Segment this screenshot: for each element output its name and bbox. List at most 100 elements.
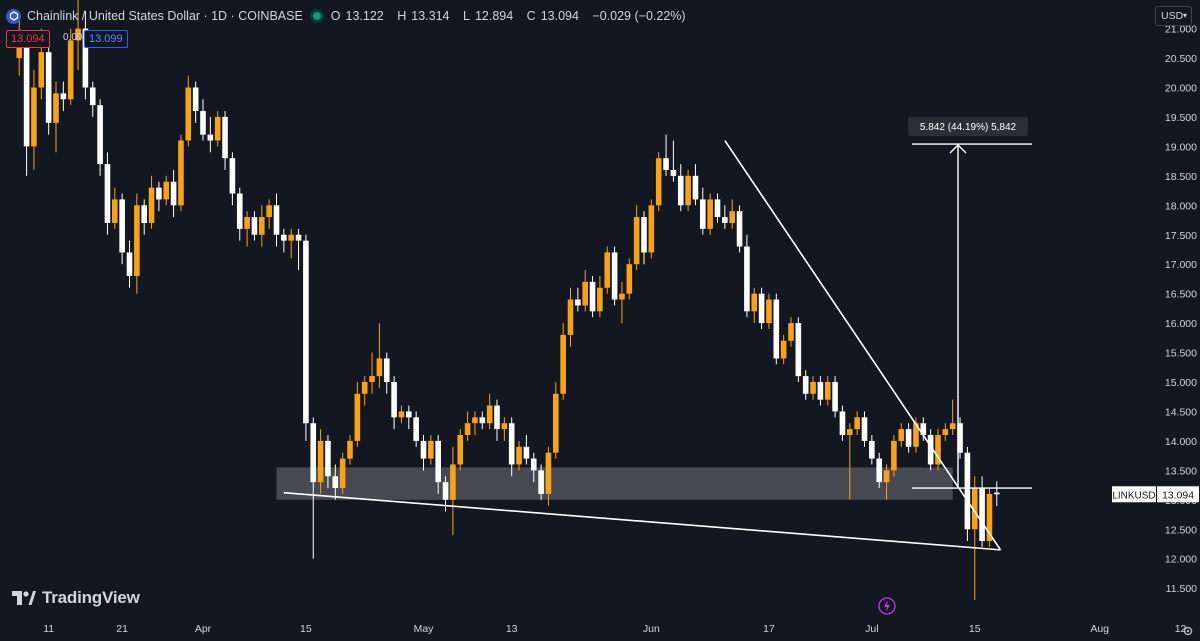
candle-body[interactable]	[464, 423, 471, 436]
candle-body[interactable]	[89, 87, 96, 106]
buy-price-button[interactable]: 13.099	[84, 30, 128, 48]
candle-body[interactable]	[530, 458, 537, 471]
candle-body[interactable]	[295, 234, 302, 241]
candle-body[interactable]	[700, 199, 706, 229]
candle-body[interactable]	[795, 323, 802, 377]
candle-body[interactable]	[494, 405, 500, 430]
candle-body[interactable]	[883, 470, 890, 483]
candle-body[interactable]	[53, 93, 59, 123]
candle-body[interactable]	[641, 217, 647, 253]
candle-body[interactable]	[67, 40, 74, 100]
candle-body[interactable]	[788, 323, 794, 341]
candle-body[interactable]	[369, 376, 375, 382]
candle-body[interactable]	[428, 440, 434, 459]
candle-body[interactable]	[156, 187, 162, 200]
candle-body[interactable]	[450, 464, 456, 500]
candle-body[interactable]	[619, 293, 625, 300]
candle-body[interactable]	[244, 217, 250, 229]
candle-body[interactable]	[575, 299, 581, 306]
candle-body[interactable]	[523, 446, 530, 459]
candle-body[interactable]	[633, 217, 640, 265]
candle-body[interactable]	[376, 358, 383, 377]
candle-body[interactable]	[810, 382, 816, 394]
symbol-title[interactable]: Chainlink / United States Dollar · 1D · …	[27, 9, 303, 23]
candle-body[interactable]	[38, 52, 45, 88]
candle-body[interactable]	[23, 40, 30, 147]
candle-body[interactable]	[979, 488, 985, 542]
candle-body[interactable]	[670, 169, 677, 176]
candle-body[interactable]	[773, 299, 780, 359]
candle-body[interactable]	[45, 52, 52, 123]
candle-body[interactable]	[722, 217, 728, 223]
candle-body[interactable]	[949, 423, 956, 430]
candle-body[interactable]	[141, 205, 147, 223]
tradingview-logo[interactable]: TradingView	[12, 588, 140, 608]
candle-body[interactable]	[104, 164, 111, 223]
candle-body[interactable]	[236, 193, 243, 229]
upper-trendline[interactable]	[724, 140, 1002, 551]
candle-body[interactable]	[75, 28, 81, 41]
candle-body[interactable]	[420, 440, 427, 459]
candle-body[interactable]	[935, 435, 941, 465]
candle-body[interactable]	[905, 429, 912, 447]
candle-body[interactable]	[957, 423, 963, 453]
candle-body[interactable]	[582, 281, 588, 306]
candle-body[interactable]	[817, 382, 824, 400]
candle-body[interactable]	[780, 340, 787, 359]
candle-body[interactable]	[112, 199, 118, 223]
candle-body[interactable]	[383, 358, 390, 382]
candle-body[interactable]	[192, 87, 199, 112]
candle-body[interactable]	[479, 417, 486, 424]
candle-body[interactable]	[553, 393, 559, 453]
candle-body[interactable]	[920, 423, 927, 436]
candle-body[interactable]	[486, 405, 493, 424]
candle-body[interactable]	[303, 240, 309, 424]
candle-body[interactable]	[942, 429, 949, 436]
candle-body[interactable]	[259, 217, 265, 235]
candle-body[interactable]	[766, 299, 772, 324]
candle-body[interactable]	[876, 458, 882, 483]
candle-body[interactable]	[913, 423, 919, 447]
candle-body[interactable]	[442, 482, 449, 500]
candle-body[interactable]	[847, 429, 853, 436]
candle-body[interactable]	[898, 429, 905, 441]
candle-body[interactable]	[964, 452, 971, 530]
candle-body[interactable]	[994, 492, 1000, 495]
candle-body[interactable]	[310, 423, 317, 483]
candle-body[interactable]	[736, 211, 743, 247]
candle-body[interactable]	[597, 287, 603, 312]
candle-body[interactable]	[729, 211, 735, 223]
candle-body[interactable]	[126, 252, 133, 276]
candle-body[interactable]	[707, 199, 713, 229]
candle-body[interactable]	[406, 411, 412, 418]
candle-body[interactable]	[163, 181, 170, 200]
candle-body[interactable]	[339, 458, 346, 489]
candle-body[interactable]	[361, 382, 368, 394]
candle-body[interactable]	[971, 488, 978, 530]
candle-body[interactable]	[927, 435, 934, 465]
candle-body[interactable]	[802, 376, 809, 394]
candle-body[interactable]	[472, 417, 478, 424]
candle-body[interactable]	[148, 187, 155, 223]
candle-body[interactable]	[655, 158, 662, 206]
candle-body[interactable]	[824, 382, 831, 400]
candle-body[interactable]	[317, 440, 324, 483]
candle-body[interactable]	[516, 446, 522, 465]
candle-body[interactable]	[413, 417, 419, 441]
candle-body[interactable]	[134, 205, 140, 276]
candle-body[interactable]	[832, 382, 838, 412]
candle-body[interactable]	[501, 423, 508, 430]
candle-body[interactable]	[869, 440, 875, 459]
candle-body[interactable]	[200, 111, 206, 135]
currency-selector[interactable]: USD ▾	[1155, 6, 1192, 26]
candle-body[interactable]	[354, 393, 361, 441]
candle-body[interactable]	[677, 175, 684, 206]
candle-body[interactable]	[229, 158, 236, 194]
candle-body[interactable]	[744, 246, 750, 312]
candle-body[interactable]	[435, 440, 441, 483]
candle-body[interactable]	[538, 470, 544, 494]
candle-body[interactable]	[60, 93, 67, 100]
candle-body[interactable]	[589, 281, 596, 312]
support-zone[interactable]	[276, 467, 953, 500]
